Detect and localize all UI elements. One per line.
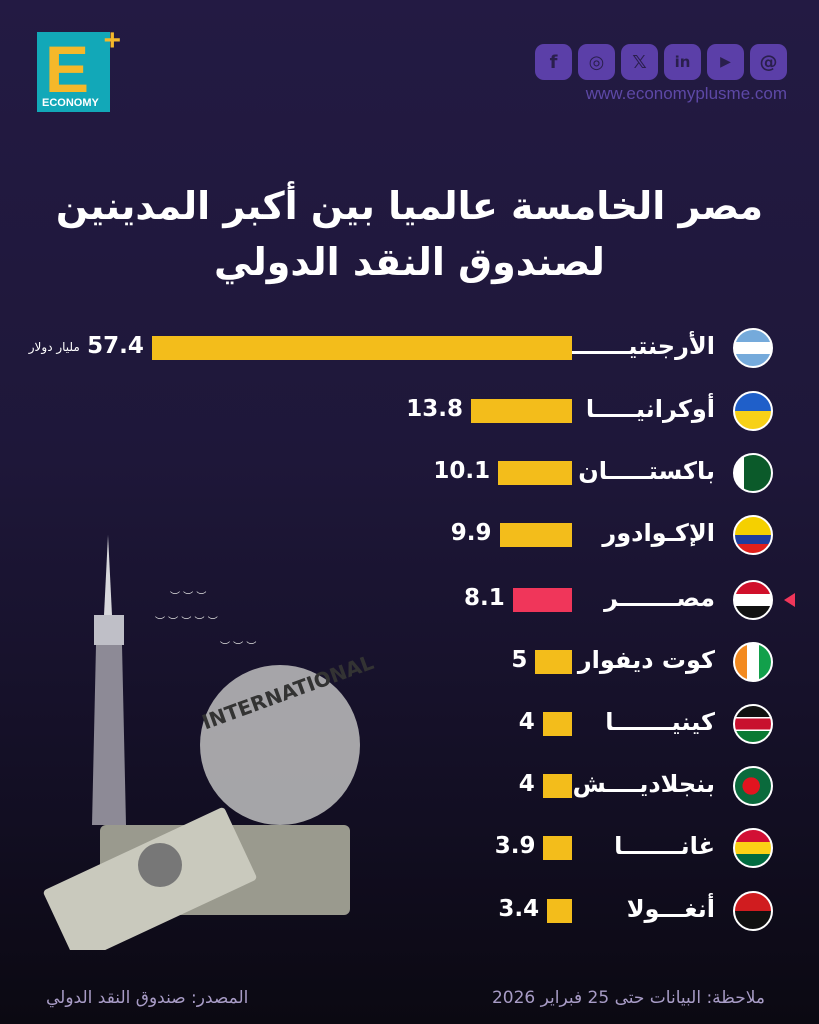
bar-row-ghana: غانـــــــا 3.9 (0, 828, 819, 868)
flag-pakistan-icon (733, 453, 773, 493)
footer-source: المصدر: صندوق النقد الدولي (46, 988, 249, 1008)
value-label: 10.1 (433, 458, 491, 484)
logo-plus: + (103, 24, 121, 57)
svg-text:︶ ︶ ︶: ︶ ︶ ︶ (220, 641, 256, 653)
logo-letter: E (45, 32, 90, 106)
cairo-tower-icon (92, 535, 126, 825)
bar-row-bangladesh: بنجلاديــــش 4 (0, 766, 819, 806)
country-label: أنغـــولا (626, 895, 715, 923)
value-label: 13.8 (406, 396, 463, 422)
country-label: كينيـــــــا (605, 708, 715, 736)
economy-plus-logo: E + ECONOMY (37, 24, 121, 112)
money-stack-icon (43, 807, 350, 950)
bar-row-ukraine: أوكرانيـــــا 13.8 (0, 391, 819, 431)
flag-ukraine-icon (733, 391, 773, 431)
flag-egypt-icon (733, 580, 773, 620)
tower-and-money-illustration: ︶ ︶ ︶︶ ︶ ︶ ︶ ︶︶ ︶ ︶ INTERNATIONAL (43, 535, 377, 950)
country-label: بنجلاديــــش (572, 770, 715, 798)
value-label: 3.4 (498, 896, 540, 922)
bar-kenya (542, 712, 572, 736)
website-url[interactable]: www.economyplusme.com (585, 84, 787, 103)
social-links: f ◎ 𝕏 in ▶ @ (535, 44, 787, 80)
bar-cote-divoire (535, 650, 572, 674)
country-label: مصـــــــر (604, 584, 715, 612)
value-label: 4 (518, 709, 535, 735)
flag-bangladesh-icon (733, 766, 773, 806)
bar-argentina (151, 336, 572, 360)
imf-seal-icon (200, 665, 360, 825)
linkedin-icon[interactable]: in (664, 44, 701, 80)
svg-text:︶ ︶ ︶ ︶ ︶: ︶ ︶ ︶ ︶ ︶ (155, 616, 218, 628)
logo-text: ECONOMY (42, 97, 99, 109)
country-label: الإكـوادور (602, 519, 715, 547)
value-label: 5 (511, 647, 528, 673)
country-label: أوكرانيـــــا (585, 395, 715, 423)
bar-row-ecuador: الإكـوادور 9.9 (0, 515, 819, 555)
bar-row-argentina: الأرجنتيـــــــن 57.4 مليار دولار (0, 328, 819, 368)
value-label: 9.9 (450, 520, 492, 546)
highlight-marker-icon (784, 593, 795, 607)
instagram-icon[interactable]: ◎ (578, 44, 615, 80)
bar-row-cote-divoire: كوت ديفوار 5 (0, 642, 819, 682)
value-label: 57.4 (87, 333, 144, 359)
bar-bangladesh (542, 774, 572, 798)
bar-row-angola: أنغـــولا 3.4 (0, 891, 819, 931)
svg-text:︶ ︶ ︶: ︶ ︶ ︶ (170, 591, 206, 603)
bar-angola (547, 899, 572, 923)
youtube-icon[interactable]: ▶ (707, 44, 744, 80)
bar-ghana (543, 836, 572, 860)
bar-row-egypt: مصـــــــر 8.1 (0, 580, 819, 620)
bar-row-pakistan: باكستـــــان 10.1 (0, 453, 819, 493)
unit-label: مليار دولار (28, 340, 80, 354)
flag-argentina-icon (733, 328, 773, 368)
footer-note: ملاحظة: البيانات حتى 25 فبراير 2026 (491, 988, 765, 1008)
value-label: 8.1 (463, 585, 505, 611)
flag-ghana-icon (733, 828, 773, 868)
country-label: باكستـــــان (578, 457, 715, 485)
facebook-icon[interactable]: f (535, 44, 572, 80)
value-label: 3.9 (494, 833, 536, 859)
country-label: غانـــــــا (614, 832, 715, 860)
flag-ecuador-icon (733, 515, 773, 555)
x-icon[interactable]: 𝕏 (621, 44, 658, 80)
bar-row-kenya: كينيـــــــا 4 (0, 704, 819, 744)
value-label: 4 (518, 771, 535, 797)
title-line-1: مصر الخامسة عالميا بين أكبر المدينين (55, 184, 764, 228)
bar-egypt (512, 588, 572, 612)
bar-ukraine (470, 399, 572, 423)
title-line-2: لصندوق النقد الدولي (214, 240, 605, 284)
bar-ecuador (499, 523, 572, 547)
country-label: كوت ديفوار (577, 646, 715, 674)
chart-title: مصر الخامسة عالميا بين أكبر المدينين لصن… (0, 178, 819, 290)
birds-icon: ︶ ︶ ︶ ︶ ︶ ︶ ︶ ︶ ︶ ︶ ︶ (155, 591, 256, 653)
flag-kenya-icon (733, 704, 773, 744)
threads-icon[interactable]: @ (750, 44, 787, 80)
flag-angola-icon (733, 891, 773, 931)
bar-pakistan (498, 461, 572, 485)
flag-cote-divoire-icon (733, 642, 773, 682)
country-label: الأرجنتيـــــــن (549, 332, 715, 360)
